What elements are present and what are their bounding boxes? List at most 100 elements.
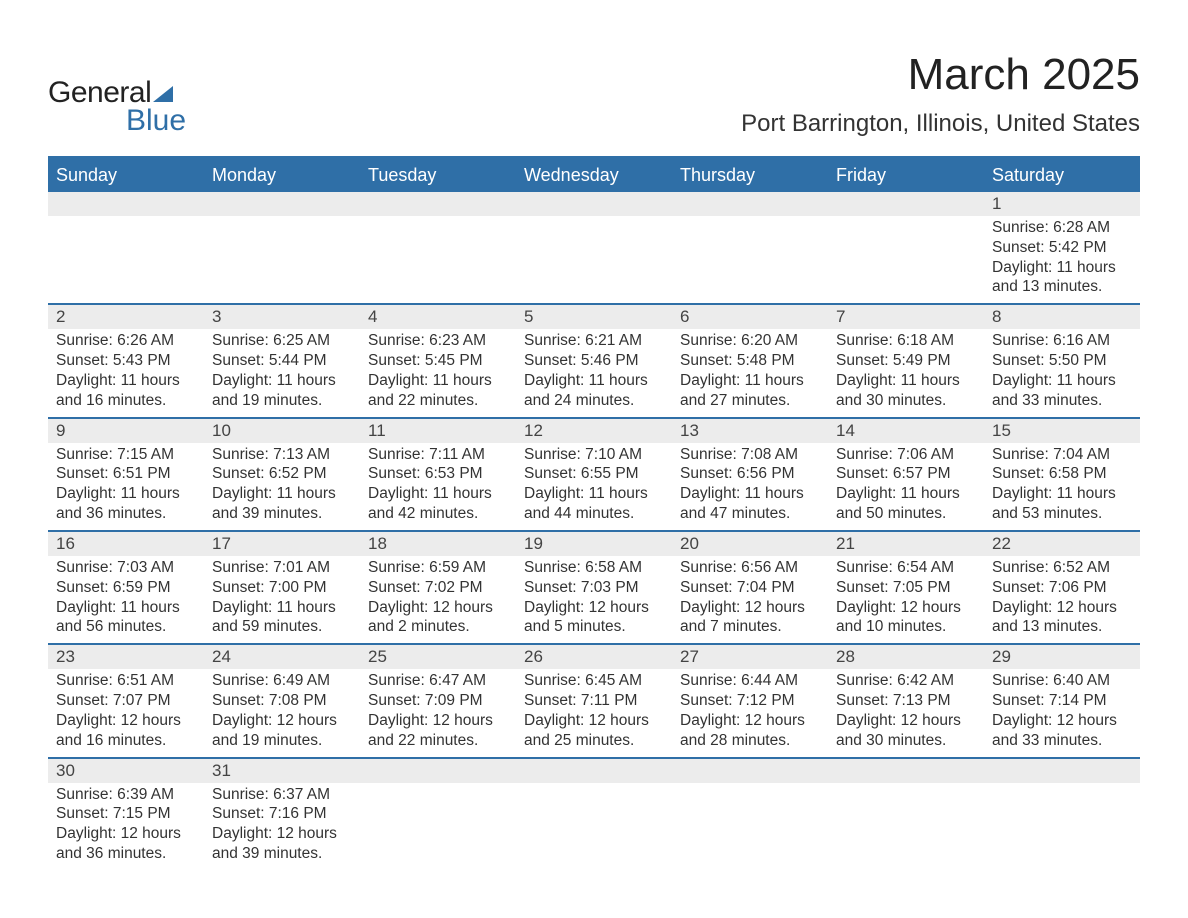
day-cell: 12Sunrise: 7:10 AMSunset: 6:55 PMDayligh… <box>516 419 672 530</box>
sunset-text: Sunset: 5:44 PM <box>212 351 352 371</box>
daylight-text: Daylight: 11 hours and 16 minutes. <box>56 371 196 411</box>
daylight-text: Daylight: 11 hours and 39 minutes. <box>212 484 352 524</box>
sunset-text: Sunset: 7:12 PM <box>680 691 820 711</box>
day-cell: 10Sunrise: 7:13 AMSunset: 6:52 PMDayligh… <box>204 419 360 530</box>
daylight-text: Daylight: 12 hours and 30 minutes. <box>836 711 976 751</box>
day-body: Sunrise: 7:11 AMSunset: 6:53 PMDaylight:… <box>360 443 516 530</box>
daylight-text: Daylight: 12 hours and 28 minutes. <box>680 711 820 751</box>
sunset-text: Sunset: 5:45 PM <box>368 351 508 371</box>
day-cell: 26Sunrise: 6:45 AMSunset: 7:11 PMDayligh… <box>516 645 672 756</box>
day-cell <box>360 759 516 870</box>
day-cell: 13Sunrise: 7:08 AMSunset: 6:56 PMDayligh… <box>672 419 828 530</box>
sunrise-text: Sunrise: 6:16 AM <box>992 331 1132 351</box>
day-body: Sunrise: 6:56 AMSunset: 7:04 PMDaylight:… <box>672 556 828 643</box>
sunrise-text: Sunrise: 7:13 AM <box>212 445 352 465</box>
sunset-text: Sunset: 7:15 PM <box>56 804 196 824</box>
day-body: Sunrise: 6:47 AMSunset: 7:09 PMDaylight:… <box>360 669 516 756</box>
day-body: Sunrise: 6:25 AMSunset: 5:44 PMDaylight:… <box>204 329 360 416</box>
day-cell <box>672 759 828 870</box>
sunrise-text: Sunrise: 6:21 AM <box>524 331 664 351</box>
day-number: 21 <box>828 532 984 556</box>
day-number: 2 <box>48 305 204 329</box>
title-block: March 2025 Port Barrington, Illinois, Un… <box>741 50 1140 138</box>
daylight-text: Daylight: 11 hours and 50 minutes. <box>836 484 976 524</box>
weeks-container: 1Sunrise: 6:28 AMSunset: 5:42 PMDaylight… <box>48 192 1140 870</box>
day-header-sunday: Sunday <box>48 159 204 192</box>
day-cell: 14Sunrise: 7:06 AMSunset: 6:57 PMDayligh… <box>828 419 984 530</box>
day-number: 22 <box>984 532 1140 556</box>
brand-logo: General Blue <box>48 76 186 138</box>
day-body: Sunrise: 6:26 AMSunset: 5:43 PMDaylight:… <box>48 329 204 416</box>
page-header: General Blue March 2025 Port Barrington,… <box>48 50 1140 138</box>
day-cell: 11Sunrise: 7:11 AMSunset: 6:53 PMDayligh… <box>360 419 516 530</box>
sunset-text: Sunset: 7:07 PM <box>56 691 196 711</box>
sunrise-text: Sunrise: 6:26 AM <box>56 331 196 351</box>
daylight-text: Daylight: 11 hours and 53 minutes. <box>992 484 1132 524</box>
day-cell: 29Sunrise: 6:40 AMSunset: 7:14 PMDayligh… <box>984 645 1140 756</box>
day-number: 17 <box>204 532 360 556</box>
day-number <box>360 759 516 783</box>
day-body: Sunrise: 6:21 AMSunset: 5:46 PMDaylight:… <box>516 329 672 416</box>
sunset-text: Sunset: 7:05 PM <box>836 578 976 598</box>
day-body: Sunrise: 7:13 AMSunset: 6:52 PMDaylight:… <box>204 443 360 530</box>
day-body: Sunrise: 6:44 AMSunset: 7:12 PMDaylight:… <box>672 669 828 756</box>
sunrise-text: Sunrise: 7:01 AM <box>212 558 352 578</box>
day-number: 8 <box>984 305 1140 329</box>
day-body: Sunrise: 6:45 AMSunset: 7:11 PMDaylight:… <box>516 669 672 756</box>
day-body: Sunrise: 6:39 AMSunset: 7:15 PMDaylight:… <box>48 783 204 870</box>
day-header-wednesday: Wednesday <box>516 159 672 192</box>
daylight-text: Daylight: 12 hours and 33 minutes. <box>992 711 1132 751</box>
day-body: Sunrise: 7:03 AMSunset: 6:59 PMDaylight:… <box>48 556 204 643</box>
day-body: Sunrise: 6:16 AMSunset: 5:50 PMDaylight:… <box>984 329 1140 416</box>
day-body: Sunrise: 6:23 AMSunset: 5:45 PMDaylight:… <box>360 329 516 416</box>
sunrise-text: Sunrise: 6:45 AM <box>524 671 664 691</box>
day-body: Sunrise: 7:15 AMSunset: 6:51 PMDaylight:… <box>48 443 204 530</box>
daylight-text: Daylight: 12 hours and 19 minutes. <box>212 711 352 751</box>
sunrise-text: Sunrise: 6:39 AM <box>56 785 196 805</box>
day-cell: 22Sunrise: 6:52 AMSunset: 7:06 PMDayligh… <box>984 532 1140 643</box>
sunrise-text: Sunrise: 6:56 AM <box>680 558 820 578</box>
sunset-text: Sunset: 6:58 PM <box>992 464 1132 484</box>
daylight-text: Daylight: 11 hours and 30 minutes. <box>836 371 976 411</box>
day-cell: 5Sunrise: 6:21 AMSunset: 5:46 PMDaylight… <box>516 305 672 416</box>
day-number: 13 <box>672 419 828 443</box>
daylight-text: Daylight: 12 hours and 16 minutes. <box>56 711 196 751</box>
sunrise-text: Sunrise: 7:11 AM <box>368 445 508 465</box>
day-number <box>672 759 828 783</box>
day-body: Sunrise: 6:20 AMSunset: 5:48 PMDaylight:… <box>672 329 828 416</box>
sunset-text: Sunset: 5:50 PM <box>992 351 1132 371</box>
daylight-text: Daylight: 11 hours and 44 minutes. <box>524 484 664 524</box>
sunrise-text: Sunrise: 6:58 AM <box>524 558 664 578</box>
sunset-text: Sunset: 5:46 PM <box>524 351 664 371</box>
day-body: Sunrise: 7:01 AMSunset: 7:00 PMDaylight:… <box>204 556 360 643</box>
day-cell: 6Sunrise: 6:20 AMSunset: 5:48 PMDaylight… <box>672 305 828 416</box>
brand-line2: Blue <box>126 104 186 138</box>
sunset-text: Sunset: 7:00 PM <box>212 578 352 598</box>
day-number: 16 <box>48 532 204 556</box>
day-number: 30 <box>48 759 204 783</box>
sunset-text: Sunset: 6:51 PM <box>56 464 196 484</box>
day-cell <box>672 192 828 303</box>
daylight-text: Daylight: 11 hours and 22 minutes. <box>368 371 508 411</box>
day-cell <box>204 192 360 303</box>
day-cell: 3Sunrise: 6:25 AMSunset: 5:44 PMDaylight… <box>204 305 360 416</box>
sunrise-text: Sunrise: 7:08 AM <box>680 445 820 465</box>
day-body: Sunrise: 6:18 AMSunset: 5:49 PMDaylight:… <box>828 329 984 416</box>
day-number <box>48 192 204 216</box>
day-number: 12 <box>516 419 672 443</box>
daylight-text: Daylight: 12 hours and 5 minutes. <box>524 598 664 638</box>
day-number: 6 <box>672 305 828 329</box>
day-cell: 16Sunrise: 7:03 AMSunset: 6:59 PMDayligh… <box>48 532 204 643</box>
day-header-friday: Friday <box>828 159 984 192</box>
sunrise-text: Sunrise: 6:18 AM <box>836 331 976 351</box>
daylight-text: Daylight: 11 hours and 59 minutes. <box>212 598 352 638</box>
day-number: 5 <box>516 305 672 329</box>
sunset-text: Sunset: 5:42 PM <box>992 238 1132 258</box>
day-number: 26 <box>516 645 672 669</box>
day-header-monday: Monday <box>204 159 360 192</box>
sunrise-text: Sunrise: 7:06 AM <box>836 445 976 465</box>
day-cell: 21Sunrise: 6:54 AMSunset: 7:05 PMDayligh… <box>828 532 984 643</box>
day-number <box>672 192 828 216</box>
calendar: Sunday Monday Tuesday Wednesday Thursday… <box>48 156 1140 870</box>
day-number: 1 <box>984 192 1140 216</box>
